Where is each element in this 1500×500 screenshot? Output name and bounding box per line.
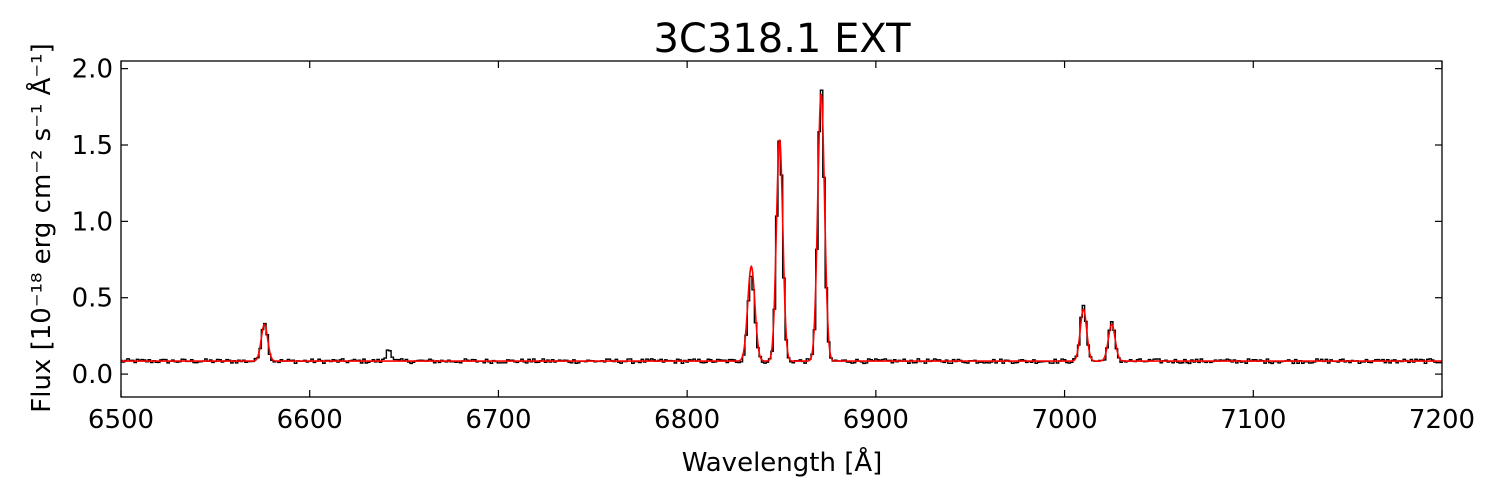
x-tick-label: 7000 bbox=[1031, 405, 1097, 435]
y-tick-label: 2.0 bbox=[72, 55, 113, 85]
x-tick-label: 7200 bbox=[1409, 405, 1475, 435]
chart-title: 3C318.1 EXT bbox=[653, 16, 911, 62]
x-tick-label: 6700 bbox=[465, 405, 531, 435]
x-axis-label: Wavelength [Å] bbox=[682, 446, 883, 478]
axis-ticks: 6500 6600 6700 6800 6900 7000 7100 7200 0.0 0.5 1.… bbox=[72, 55, 1475, 435]
y-tick-label: 0.5 bbox=[72, 284, 113, 314]
plot-area bbox=[120, 60, 1443, 398]
y-tick-label: 1.5 bbox=[72, 131, 113, 161]
observed-spectrum-line bbox=[121, 89, 1442, 365]
x-tick-label: 7100 bbox=[1220, 405, 1286, 435]
x-tick-label: 6500 bbox=[88, 405, 154, 435]
model-fit-line bbox=[121, 93, 1442, 362]
plot-frame bbox=[120, 60, 1443, 398]
x-tick-label: 6900 bbox=[843, 405, 909, 435]
y-tick-label: 0.0 bbox=[72, 360, 113, 390]
x-tick-label: 6600 bbox=[277, 405, 343, 435]
x-tick-label: 6800 bbox=[654, 405, 720, 435]
y-tick-label: 1.0 bbox=[72, 207, 113, 237]
y-axis-label: Flux [10⁻¹⁸ erg cm⁻² s⁻¹ Å⁻¹] bbox=[25, 43, 57, 412]
